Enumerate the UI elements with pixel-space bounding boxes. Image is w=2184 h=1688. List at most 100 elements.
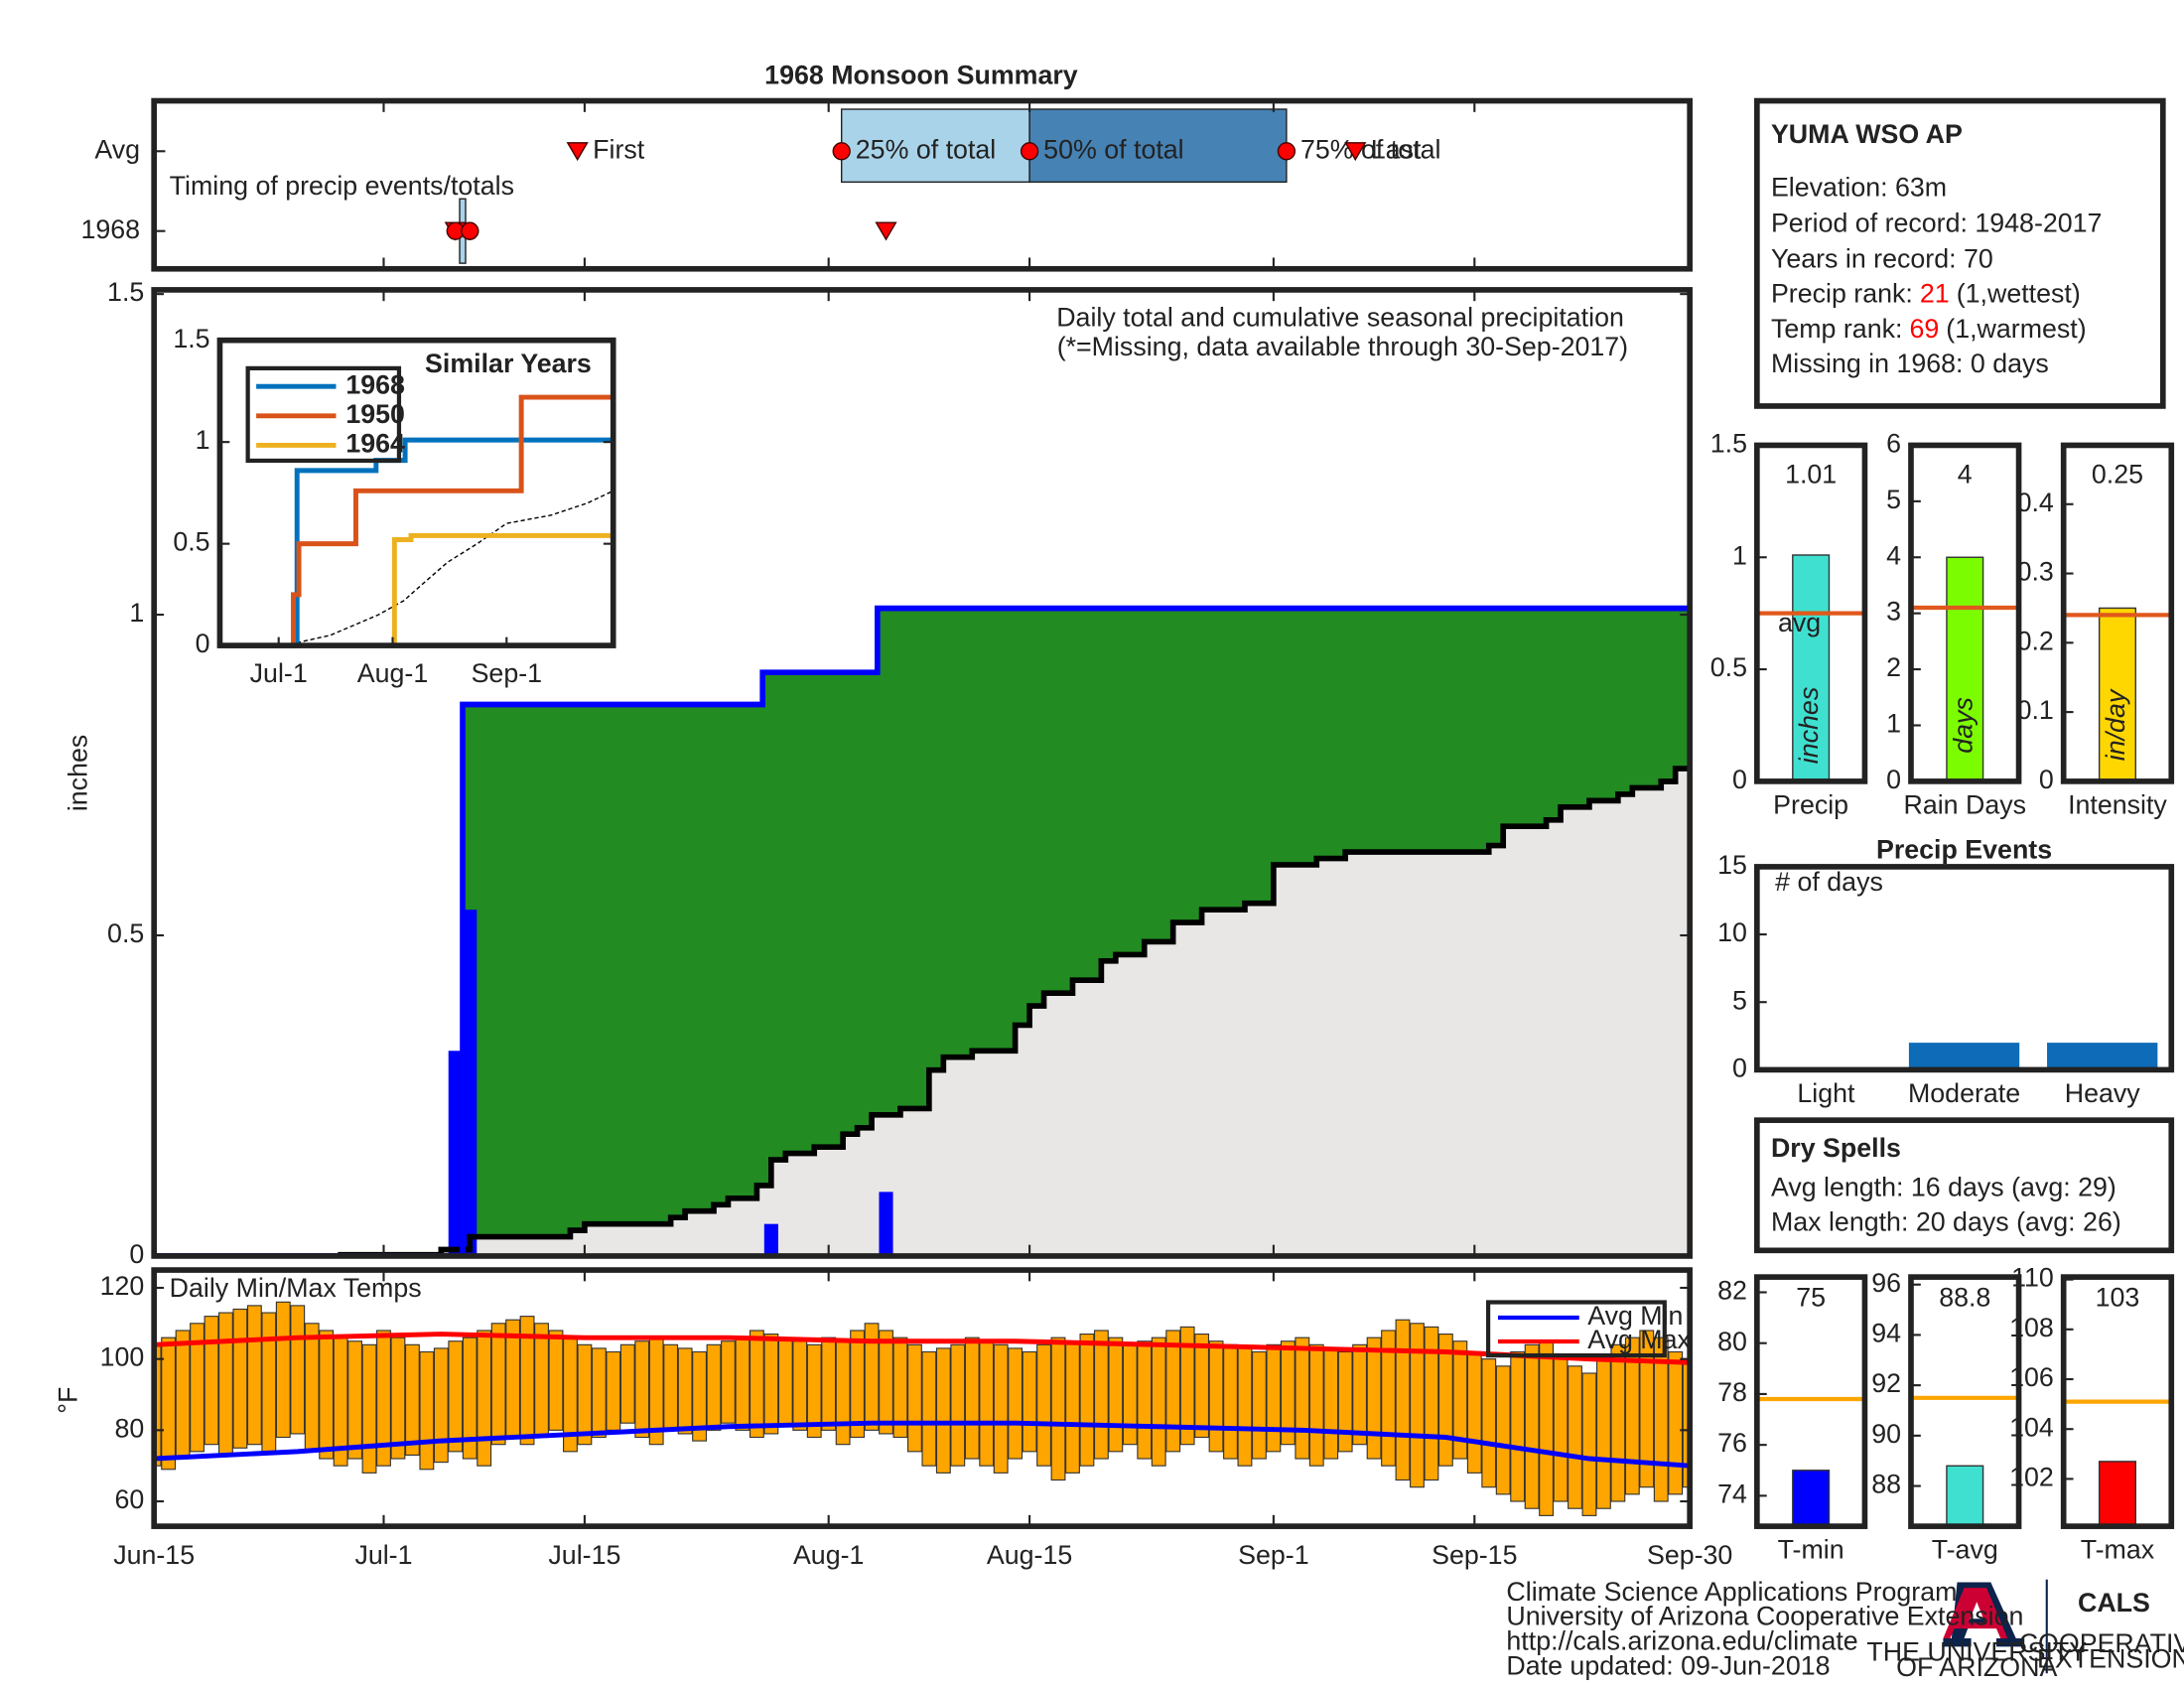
legend-label: 1950 <box>345 399 405 429</box>
temp-bar <box>1437 1334 1453 1467</box>
value-label: 88.8 <box>1939 1283 1990 1313</box>
temp-bar <box>1539 1340 1555 1516</box>
bar <box>1792 1470 1831 1527</box>
y-tick-label: 6 <box>1886 429 1901 459</box>
y-tick-label: 88 <box>1871 1470 1901 1499</box>
panel-note: Timing of precip events/totals <box>170 171 514 201</box>
temp-bar <box>218 1312 233 1457</box>
row-label: Avg <box>94 134 140 164</box>
temp-bar <box>290 1305 306 1435</box>
ua-logo <box>1943 1579 2048 1674</box>
frame <box>151 1267 1693 1529</box>
y-tick-label: 104 <box>2009 1412 2054 1442</box>
y-tick-label: 80 <box>114 1413 144 1443</box>
value-label: 1.01 <box>1785 460 1837 490</box>
temp-bar <box>1510 1350 1526 1502</box>
temp-bar <box>1251 1350 1267 1460</box>
footer-text: Climate Science Applications Program <box>1506 1577 1957 1607</box>
temp-bar <box>864 1323 880 1431</box>
average-area <box>154 769 1691 1256</box>
temp-bar <box>821 1336 837 1431</box>
x-tick-label: Jul-1 <box>250 658 308 688</box>
legend-label: 1968 <box>345 369 405 399</box>
daily-bar <box>763 1223 778 1256</box>
y-tick-label: 94 <box>1871 1319 1901 1348</box>
x-tick-label: Jul-15 <box>548 1540 620 1570</box>
y-tick-label: 110 <box>2011 1263 2054 1293</box>
rank-value: 69 <box>1909 314 1939 344</box>
y-tick-label: 90 <box>1871 1419 1901 1449</box>
temp-bar <box>175 1330 191 1460</box>
temp-bar <box>1237 1347 1253 1467</box>
temp-bar <box>906 1343 922 1453</box>
x-tick-label: Sep-30 <box>1647 1540 1732 1570</box>
y-tick-label: 60 <box>114 1484 144 1514</box>
temp-bar <box>1323 1347 1339 1460</box>
temp-bar <box>1668 1350 1684 1495</box>
value-label: 0.25 <box>2092 460 2143 490</box>
y-tick-label: 102 <box>2009 1463 2054 1492</box>
temp-bar <box>304 1323 320 1453</box>
value-label: 4 <box>1958 460 1973 490</box>
temp-bar <box>1036 1343 1051 1467</box>
footer-text: Date updated: 09-Jun-2018 <box>1506 1650 1830 1680</box>
temp-bar <box>232 1308 248 1449</box>
rank-note: (1,wettest) <box>1957 279 2081 309</box>
frame <box>2060 442 2175 784</box>
temp-bar <box>591 1347 607 1439</box>
panel-title: Precip Events <box>1876 834 2052 864</box>
y-tick-label: 0.5 <box>1710 652 1747 682</box>
temp-bar <box>1179 1326 1195 1446</box>
temp-bar <box>1337 1350 1353 1453</box>
temp-bar <box>1008 1347 1024 1460</box>
y-tick-label: 78 <box>1717 1377 1747 1407</box>
temp-bar <box>433 1347 449 1464</box>
temp-bar <box>1366 1336 1382 1460</box>
y-tick-label: 0 <box>2039 765 2054 794</box>
frame <box>216 337 616 648</box>
temp-bar <box>1295 1336 1310 1460</box>
y-tick-label: 0 <box>196 629 210 658</box>
daily-bar <box>448 1051 463 1256</box>
y-tick-label: 1 <box>1732 540 1747 570</box>
frame <box>1908 442 2022 784</box>
y-axis-label: inches <box>64 735 93 811</box>
x-tick-label: Heavy <box>2065 1078 2141 1108</box>
cals-text: CALS <box>2078 1588 2150 1618</box>
dry-spells-info: Max length: 20 days (avg: 26) <box>1771 1207 2121 1237</box>
rank-note: (1,warmest) <box>1946 314 2086 344</box>
ua-text: OF ARIZONA <box>1896 1652 2057 1682</box>
first-marker <box>566 142 589 162</box>
temp-bar <box>1352 1343 1368 1446</box>
temp-bar <box>1424 1326 1439 1481</box>
x-tick-label: Sep-15 <box>1432 1540 1517 1570</box>
average-line <box>219 490 614 646</box>
x-axis-label: T-max <box>2081 1535 2155 1565</box>
temp-bar <box>835 1340 851 1446</box>
temp-bar <box>993 1343 1009 1474</box>
temp-bar <box>1481 1358 1497 1488</box>
temp-bar <box>404 1343 420 1457</box>
temp-bar <box>806 1343 822 1439</box>
extension-text: COOPERATIVE <box>2019 1628 2184 1658</box>
temp-bar <box>161 1336 177 1471</box>
y-tick-label: 0.4 <box>2017 488 2054 517</box>
panel-bg <box>1756 866 2172 1070</box>
temp-bar <box>1624 1336 1640 1495</box>
first-label: First <box>593 134 645 164</box>
temp-bar <box>246 1305 262 1446</box>
temp-bar <box>1266 1343 1282 1453</box>
extension-text: EXTENSION <box>2037 1644 2184 1674</box>
quartile-marker <box>1020 142 1039 161</box>
rank-value: 21 <box>1920 279 1950 309</box>
station-info: Missing in 1968: 0 days <box>1771 349 2049 378</box>
temp-bar <box>1639 1330 1655 1488</box>
temp-bar <box>319 1330 335 1460</box>
temp-bar <box>1653 1336 1669 1502</box>
temp-bar <box>1093 1330 1109 1460</box>
x-tick-label: Aug-1 <box>357 658 428 688</box>
temp-bar <box>1410 1323 1425 1488</box>
dry-spells-title: Dry Spells <box>1771 1133 1901 1163</box>
y-tick-label: 2 <box>1886 652 1901 682</box>
